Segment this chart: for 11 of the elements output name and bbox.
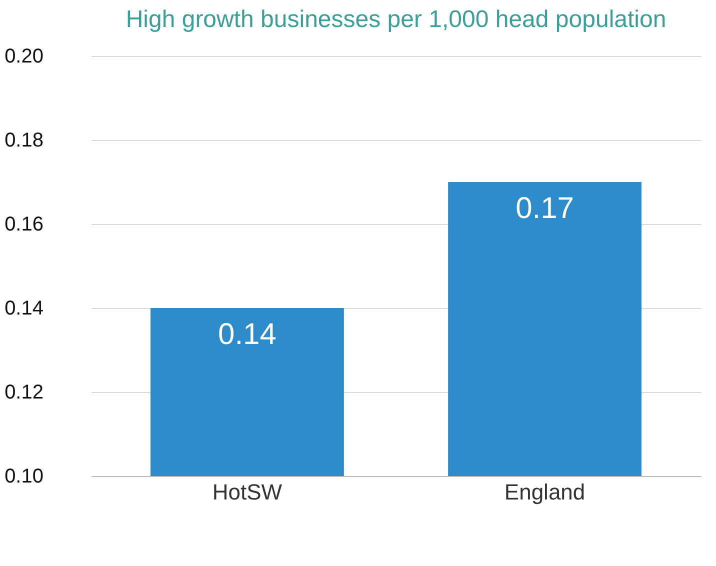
data-label: 0.17 [516, 192, 574, 225]
data-label: 0.14 [218, 318, 276, 351]
y-tick-label: 0.20 [4, 46, 44, 68]
y-tick-label: 0.18 [4, 130, 44, 152]
chart-title: High growth businesses per 1,000 head population [126, 6, 666, 33]
y-tick-label: 0.16 [4, 214, 44, 236]
x-tick-label: HotSW [212, 480, 282, 504]
y-tick-label: 0.10 [4, 466, 44, 488]
y-tick-label: 0.14 [4, 298, 44, 320]
y-tick-label: 0.12 [4, 382, 44, 404]
x-tick-label: England [504, 480, 586, 504]
